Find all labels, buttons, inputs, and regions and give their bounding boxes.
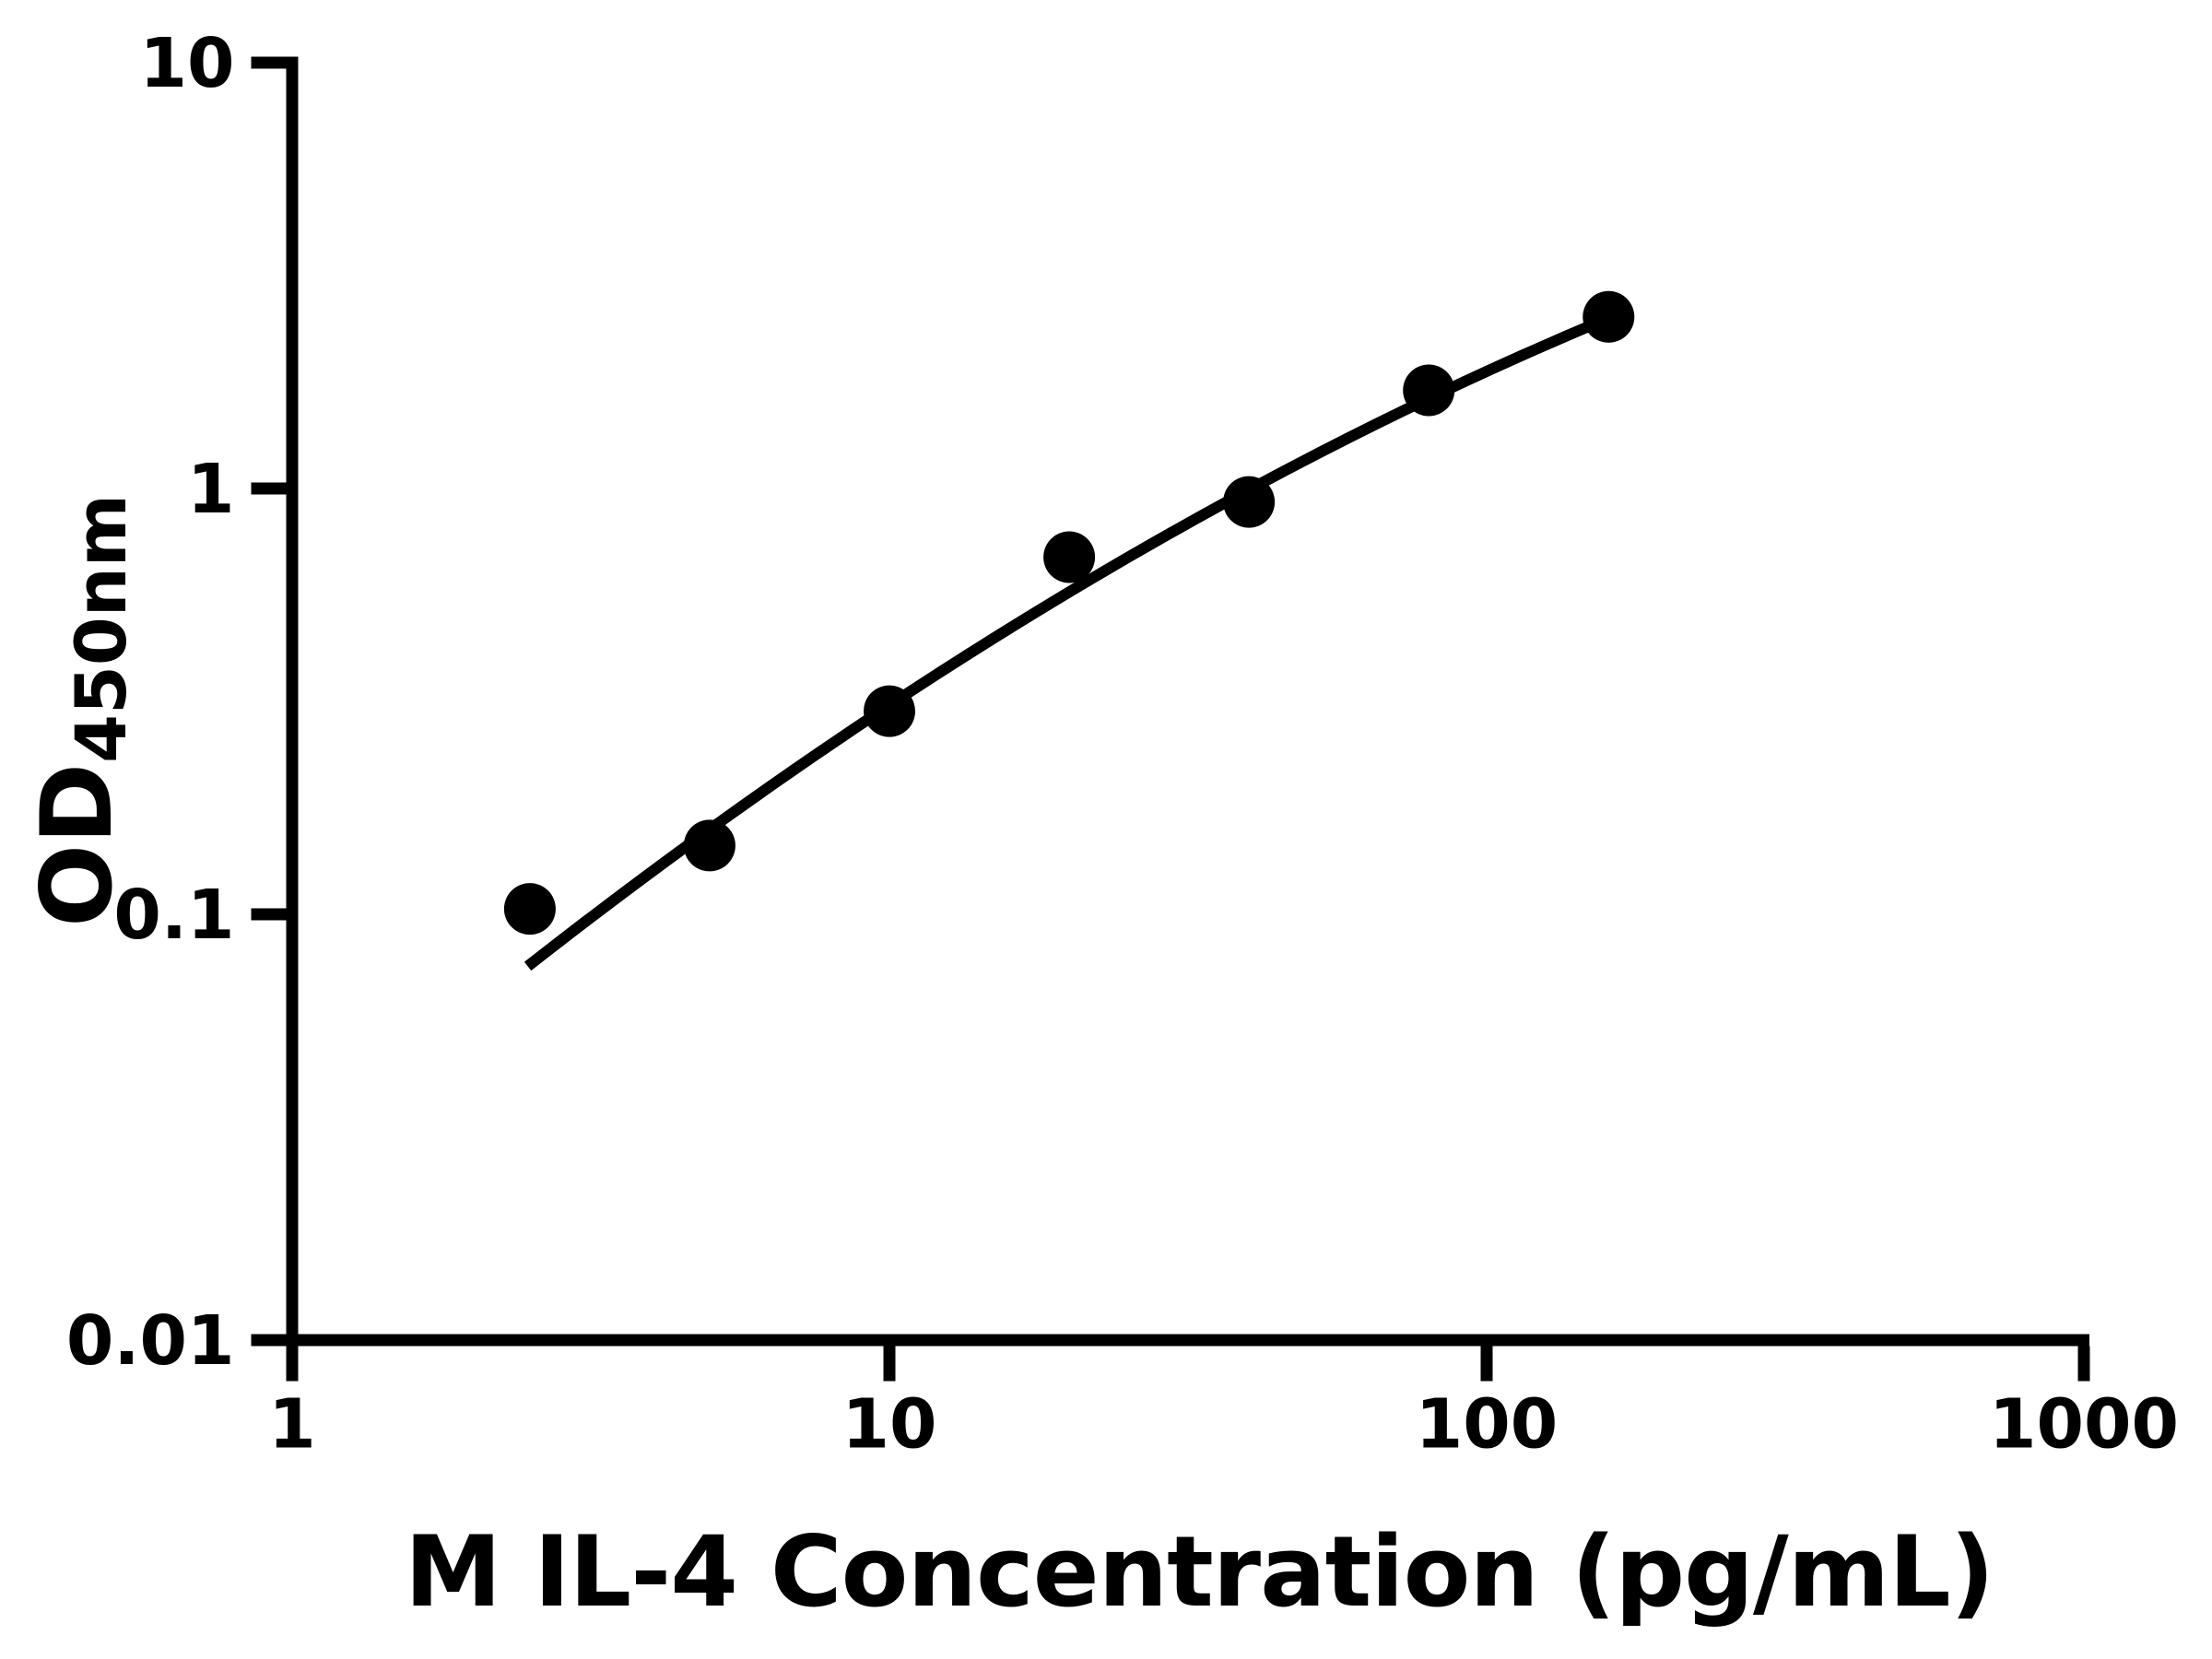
data-point-marker xyxy=(1223,476,1276,528)
data-point-marker xyxy=(1583,290,1635,343)
fit-curve xyxy=(524,312,1614,971)
x-tick-label: 1 xyxy=(268,1385,316,1465)
y-tick-label: 0.01 xyxy=(66,1301,235,1381)
x-axis-title: M IL-4 Concentration (pg/mL) xyxy=(405,1515,1994,1629)
y-tick-label: 10 xyxy=(140,24,235,103)
data-point-marker xyxy=(864,685,915,737)
data-point-marker xyxy=(1403,364,1455,417)
x-tick-label: 10 xyxy=(842,1385,937,1465)
data-point-marker xyxy=(503,883,556,935)
x-tick-label: 100 xyxy=(1416,1385,1558,1465)
data-points-layer xyxy=(503,290,1635,935)
y-tick-label: 1 xyxy=(187,450,235,529)
axis-labels-layer: 10 1 0.1 0.01 1 10 100 1000 M IL-4 Concentration… xyxy=(20,24,2179,1629)
y-axis-title: OD450nm xyxy=(20,494,142,927)
axes-layer xyxy=(251,56,2090,1382)
data-point-marker xyxy=(683,819,735,872)
fit-curve-layer xyxy=(524,312,1614,971)
x-tick-label: 1000 xyxy=(1989,1385,2179,1465)
data-point-marker xyxy=(1043,531,1096,583)
y-tick-label: 0.1 xyxy=(113,876,234,955)
